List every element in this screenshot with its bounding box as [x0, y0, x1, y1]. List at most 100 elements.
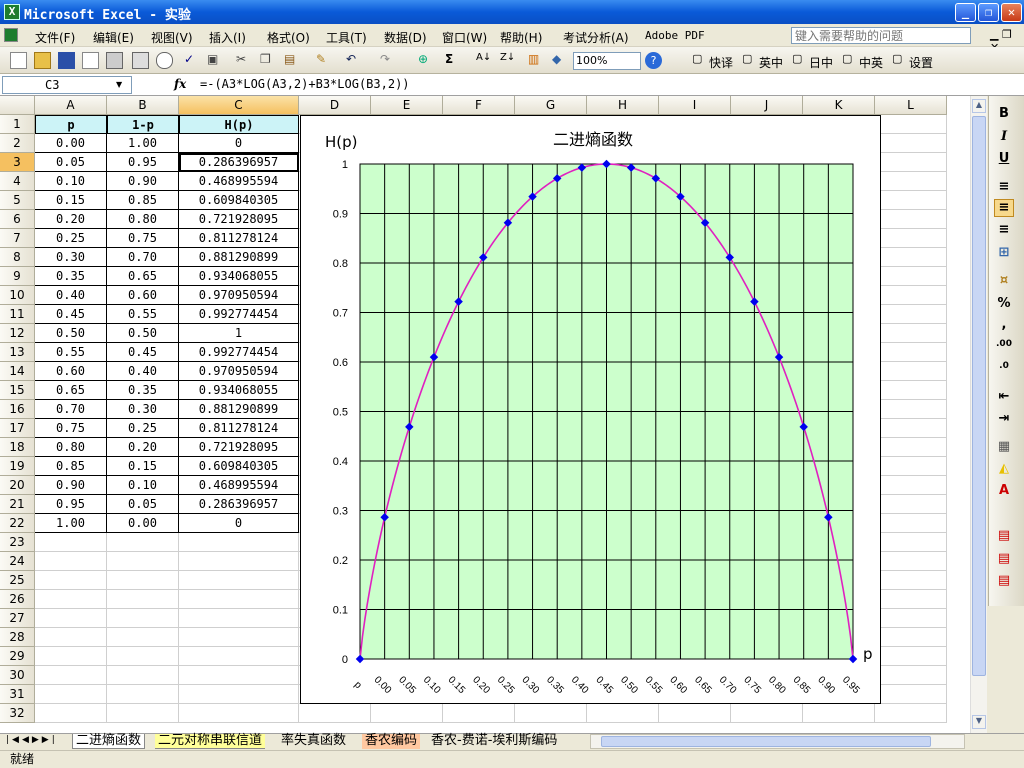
zoom-select[interactable]: 100% — [573, 52, 641, 70]
empty-cell[interactable] — [875, 419, 947, 438]
empty-cell[interactable] — [107, 628, 179, 647]
table-cell[interactable]: 0.00 — [35, 134, 107, 153]
empty-cell[interactable] — [587, 704, 659, 723]
sort-descending-icon[interactable]: Z↓ — [500, 52, 516, 63]
table-cell[interactable]: 0.60 — [107, 286, 179, 305]
empty-cell[interactable] — [107, 571, 179, 590]
table-cell[interactable]: 0.15 — [107, 457, 179, 476]
row-header-27[interactable]: 27 — [0, 609, 35, 628]
empty-cell[interactable] — [875, 343, 947, 362]
table-cell[interactable]: 0.60 — [35, 362, 107, 381]
empty-cell[interactable] — [179, 628, 299, 647]
empty-cell[interactable] — [107, 685, 179, 704]
empty-cell[interactable] — [875, 115, 947, 134]
column-header-b[interactable]: B — [107, 96, 179, 115]
column-header-h[interactable]: H — [587, 96, 659, 115]
column-header-e[interactable]: E — [371, 96, 443, 115]
workbook-icon[interactable] — [4, 28, 18, 42]
hyperlink-icon[interactable]: ⊕ — [418, 52, 429, 66]
row-header-11[interactable]: 11 — [0, 305, 35, 324]
align-right-icon[interactable]: ≡ — [998, 222, 1010, 237]
row-header-25[interactable]: 25 — [0, 571, 35, 590]
empty-cell[interactable] — [875, 400, 947, 419]
table-cell[interactable]: 0.992774454 — [179, 343, 299, 362]
tab-scroll-icon[interactable]: |◀◀▶▶| — [6, 735, 58, 745]
table-cell[interactable]: 0.75 — [107, 229, 179, 248]
column-header-k[interactable]: K — [803, 96, 875, 115]
empty-cell[interactable] — [35, 647, 107, 666]
table-header-cell[interactable]: H(p) — [179, 115, 299, 134]
empty-cell[interactable] — [875, 191, 947, 210]
empty-cell[interactable] — [107, 552, 179, 571]
table-cell[interactable]: 0 — [179, 514, 299, 533]
table-cell[interactable]: 0.45 — [107, 343, 179, 362]
table-cell[interactable]: 0.30 — [35, 248, 107, 267]
empty-cell[interactable] — [875, 381, 947, 400]
table-cell[interactable]: 0.881290899 — [179, 248, 299, 267]
entropy-chart[interactable]: 0 0.1 0.2 0.3 0.4 0.5 0.6 0.7 0.8 0.9 1 p 0.00 0.05 0.… — [300, 115, 881, 704]
row-header-8[interactable]: 8 — [0, 248, 35, 267]
row-header-1[interactable]: 1 — [0, 115, 35, 134]
table-cell[interactable]: 0.10 — [35, 172, 107, 191]
column-header-g[interactable]: G — [515, 96, 587, 115]
row-header-9[interactable]: 9 — [0, 267, 35, 286]
vertical-scrollbar[interactable]: ▲ ▼ — [970, 96, 987, 733]
print-icon[interactable] — [132, 52, 149, 69]
empty-cell[interactable] — [875, 571, 947, 590]
table-cell[interactable]: 0.468995594 — [179, 476, 299, 495]
empty-cell[interactable] — [875, 134, 947, 153]
row-header-21[interactable]: 21 — [0, 495, 35, 514]
decrease-decimal-icon[interactable]: .0 — [999, 361, 1009, 371]
empty-cell[interactable] — [107, 647, 179, 666]
table-cell[interactable]: 0.40 — [107, 362, 179, 381]
empty-cell[interactable] — [179, 571, 299, 590]
row-header-7[interactable]: 7 — [0, 229, 35, 248]
table-cell[interactable]: 0.75 — [35, 419, 107, 438]
empty-cell[interactable] — [875, 229, 947, 248]
table-cell[interactable]: 0.50 — [35, 324, 107, 343]
table-header-cell[interactable]: p — [35, 115, 107, 134]
table-cell[interactable]: 0.934068055 — [179, 267, 299, 286]
percent-icon[interactable]: % — [997, 296, 1011, 311]
empty-cell[interactable] — [107, 590, 179, 609]
currency-icon[interactable]: ¤ — [999, 273, 1009, 288]
row-header-2[interactable]: 2 — [0, 134, 35, 153]
empty-cell[interactable] — [875, 362, 947, 381]
sort-ascending-icon[interactable]: A↓ — [476, 52, 492, 63]
empty-cell[interactable] — [875, 495, 947, 514]
empty-cell[interactable] — [35, 685, 107, 704]
table-cell[interactable]: 0.95 — [35, 495, 107, 514]
permission-icon[interactable] — [82, 52, 99, 69]
table-cell[interactable]: 0.50 — [107, 324, 179, 343]
empty-cell[interactable] — [179, 609, 299, 628]
empty-cell[interactable] — [875, 324, 947, 343]
column-header-c[interactable]: C — [179, 96, 299, 115]
table-cell[interactable]: 0.55 — [35, 343, 107, 362]
name-box[interactable]: C3 — [2, 76, 132, 94]
table-cell[interactable]: 0.970950594 — [179, 362, 299, 381]
table-cell[interactable]: 0.970950594 — [179, 286, 299, 305]
row-header-13[interactable]: 13 — [0, 343, 35, 362]
row-header-22[interactable]: 22 — [0, 514, 35, 533]
table-cell[interactable]: 0.286396957 — [179, 495, 299, 514]
empty-cell[interactable] — [179, 647, 299, 666]
empty-cell[interactable] — [35, 609, 107, 628]
horizontal-scroll-thumb[interactable] — [601, 736, 931, 747]
empty-cell[interactable] — [179, 533, 299, 552]
table-cell[interactable]: 0.811278124 — [179, 229, 299, 248]
table-cell[interactable]: 0.05 — [35, 153, 107, 172]
empty-cell[interactable] — [107, 666, 179, 685]
close-button[interactable]: ✕ — [1001, 3, 1022, 22]
empty-cell[interactable] — [299, 704, 371, 723]
row-header-17[interactable]: 17 — [0, 419, 35, 438]
row-header-19[interactable]: 19 — [0, 457, 35, 476]
empty-cell[interactable] — [875, 628, 947, 647]
spelling-icon[interactable]: ✓ — [184, 52, 195, 66]
empty-cell[interactable] — [179, 666, 299, 685]
increase-indent-icon[interactable]: ⇥ — [998, 411, 1010, 426]
empty-cell[interactable] — [179, 685, 299, 704]
pdf-convert-icon[interactable]: ▤ — [997, 528, 1011, 543]
copy-icon[interactable]: ❐ — [260, 52, 271, 66]
email-icon[interactable] — [106, 52, 123, 69]
empty-cell[interactable] — [515, 704, 587, 723]
